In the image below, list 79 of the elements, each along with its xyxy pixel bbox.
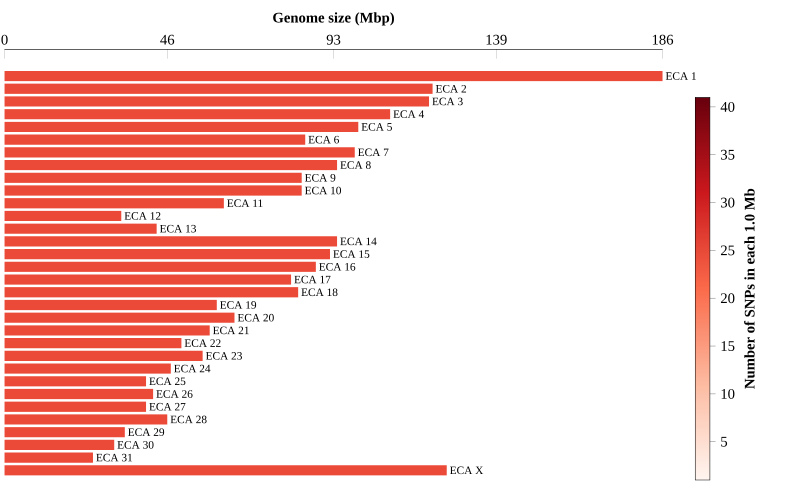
y-tick-label: ECA 28 [170, 416, 207, 424]
bar [4, 427, 125, 438]
bar [4, 70, 663, 82]
y-tick-label: ECA 23 [206, 352, 242, 360]
bar [4, 210, 122, 222]
color-bar-label: 40 [720, 102, 734, 112]
y-tick-label: ECA 11 [227, 199, 263, 208]
x-tick-label: 186 [652, 34, 674, 45]
color-bar-label: 30 [721, 198, 734, 208]
y-tick-label: ECA 18 [301, 288, 338, 296]
y-tick-label: ECA 13 [160, 224, 196, 232]
y-tick-label: ECA X [450, 466, 484, 474]
y-tick-label: ECA 10 [304, 186, 342, 194]
y-tick-label: ECA 26 [156, 390, 193, 398]
bar [4, 262, 316, 272]
bar [4, 465, 447, 476]
bar [4, 338, 182, 348]
y-tick-label: ECA 30 [117, 441, 154, 449]
y-tick-label: ECA 17 [294, 276, 331, 284]
bar [4, 84, 433, 94]
y-tick-label: ECA 12 [124, 212, 160, 220]
bar [4, 325, 210, 336]
y-tick-label: ECA 7 [358, 148, 389, 156]
bar [4, 402, 146, 412]
y-tick-label: ECA 3 [432, 98, 463, 106]
bar [4, 376, 146, 386]
x-tick-label: 139 [486, 34, 507, 45]
bar [4, 388, 154, 400]
bar [4, 198, 224, 208]
bar [4, 160, 338, 170]
x-tick-label: 0 [1, 34, 8, 45]
color-bar-label: 20 [720, 293, 734, 304]
x-axis-title: Genome size (Mbp) [273, 12, 394, 26]
y-tick-label: ECA 14 [340, 238, 377, 246]
color-bar-label: 15 [722, 341, 734, 351]
y-tick-label: ECA 4 [393, 110, 424, 118]
bar [4, 134, 306, 145]
y-tick-label: ECA 15 [333, 250, 370, 258]
color-bar-title: Number of SNPs in each 1.0 Mb [744, 188, 755, 389]
bar [4, 96, 430, 107]
y-tick-label: ECA 27 [149, 402, 186, 411]
y-tick-label: ECA 6 [308, 136, 339, 144]
bar [4, 414, 168, 425]
y-tick-label: ECA 31 [96, 454, 132, 462]
bar [4, 287, 298, 298]
bar [4, 185, 302, 196]
bar [4, 274, 292, 285]
color-bar-label: 25 [720, 245, 734, 256]
y-tick-label: ECA 8 [340, 161, 371, 169]
y-tick-label: ECA 24 [174, 364, 210, 372]
y-tick-label: ECA 1 [666, 72, 696, 80]
bar [4, 350, 203, 361]
bar [4, 312, 234, 323]
y-tick-label: ECA 19 [220, 301, 256, 309]
y-tick-label: ECA 20 [238, 314, 274, 322]
bar [4, 109, 390, 120]
x-tick-label: 46 [160, 34, 174, 45]
y-tick-label: ECA 25 [149, 377, 186, 386]
y-tick-label: ECA 5 [362, 123, 392, 131]
bar [4, 236, 338, 246]
color-bar-label: 5 [721, 436, 728, 447]
bar [4, 363, 171, 374]
bar [4, 122, 358, 132]
x-tick-label: 93 [326, 34, 340, 45]
y-tick-label: ECA 29 [128, 428, 164, 436]
y-tick-label: ECA 21 [212, 326, 249, 334]
bar [4, 224, 157, 234]
bar [4, 440, 114, 450]
y-tick-label: ECA 2 [436, 84, 466, 93]
y-tick-label: ECA 9 [304, 174, 336, 182]
bar [4, 452, 93, 463]
color-bar-label: 10 [722, 388, 734, 399]
y-tick-label: ECA 16 [319, 263, 356, 271]
y-tick-label: ECA 22 [184, 339, 221, 347]
bar [4, 172, 302, 183]
bar [4, 300, 217, 310]
bar [4, 249, 330, 260]
bar [4, 147, 355, 158]
color-bar-label: 35 [721, 150, 734, 160]
